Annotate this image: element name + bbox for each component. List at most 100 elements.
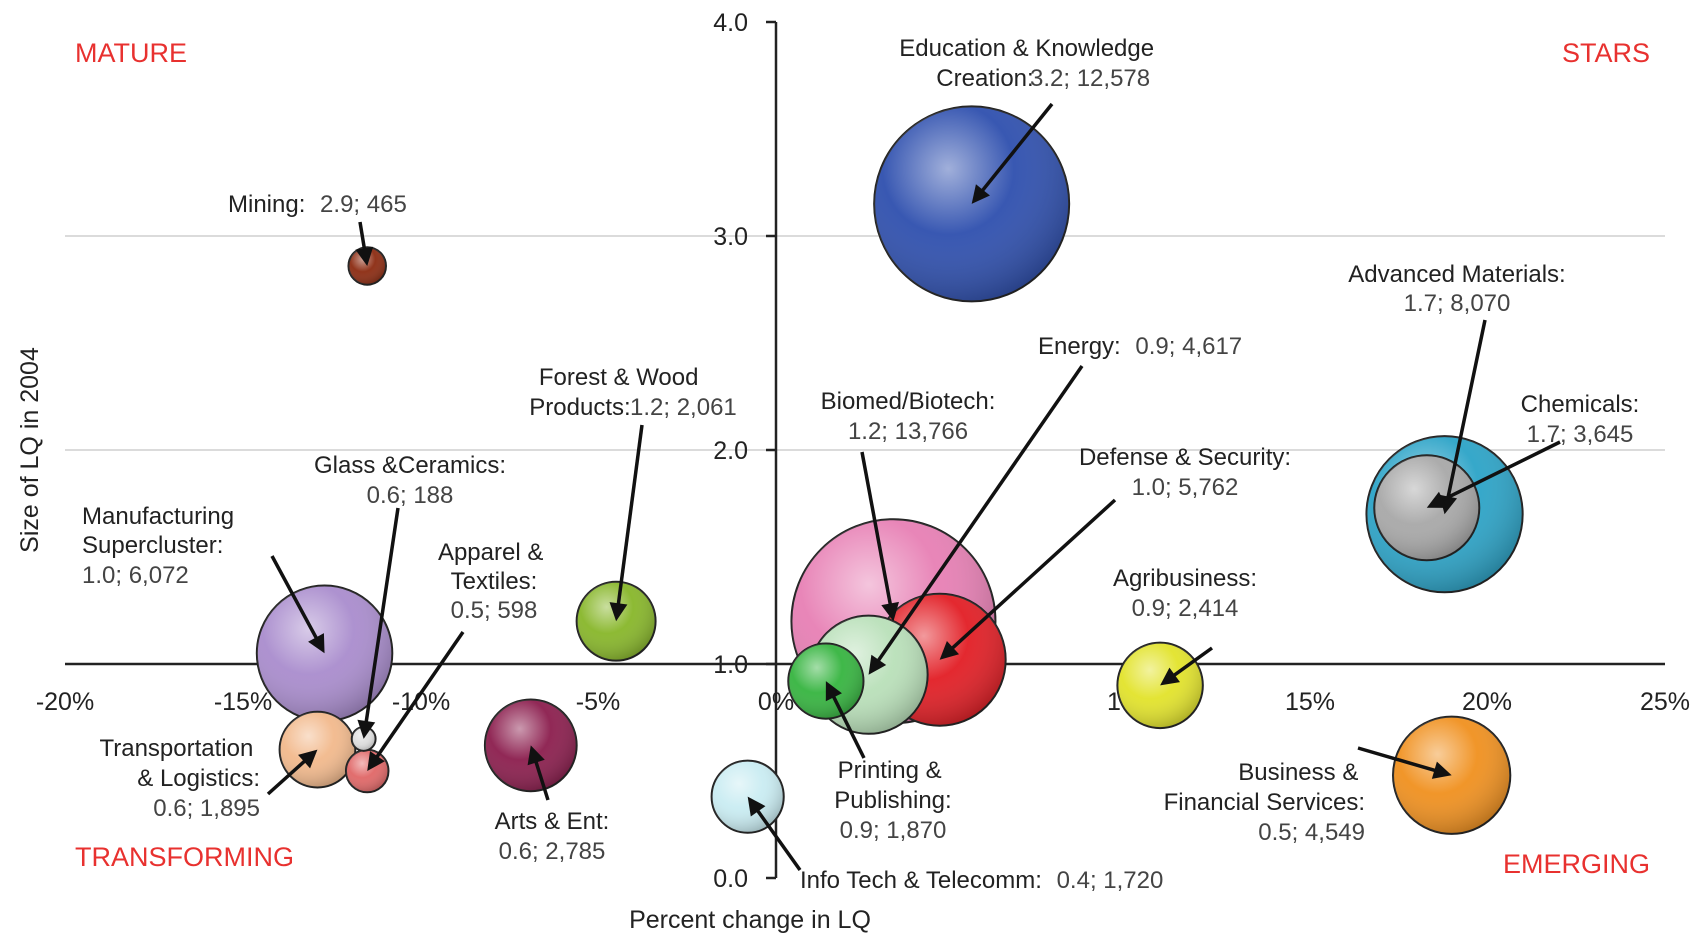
data-label-energy: Energy: 0.9; 4,617 [1038,333,1242,360]
arrow-defense-security [939,498,1117,660]
arrow-shaft [827,687,866,759]
arrow-shaft [270,555,323,648]
quadrant-label-transforming: TRANSFORMING [75,842,294,872]
arrow-shaft [370,631,465,766]
data-label-name: Publishing: [834,787,951,814]
arrow-mining [355,221,374,266]
arrow-shaft [1433,440,1561,506]
data-label-apparel-value: 0.5; 598 [451,597,538,624]
arrow-head [939,640,960,660]
data-label-value: 0.9; 4,617 [1135,333,1242,360]
data-label-apparel: Apparel & Textiles: [438,539,550,595]
arrow-glass-ceramics [357,507,400,739]
data-label-value: 1.0; 6,072 [82,562,189,589]
data-label-value: 1.0; 5,762 [1132,474,1239,501]
arrow-shaft [1357,746,1445,775]
data-label-value: 1.7; 8,070 [1404,290,1511,317]
data-label-manufacturing: Manufacturing Supercluster: [82,503,241,559]
y-tick-marks [766,20,776,880]
data-label-agribusiness: Agribusiness: [1113,565,1257,592]
data-label-forest: Forest & Wood Products: [529,364,705,421]
data-label-name: Creation: [936,65,1033,92]
arrow-head [825,681,842,702]
data-label-value: 0.9; 1,870 [840,817,947,844]
quadrant-label-emerging: EMERGING [1503,849,1650,879]
arrow-head [747,796,766,817]
data-label-mining: Mining: 2.9; 465 [228,191,407,218]
data-label-name: Mining: [228,191,305,218]
arrow-business-financial-services [1357,746,1452,779]
arrow-head [881,601,900,622]
arrow-head [527,745,545,766]
bubble-glass-ceramics [350,725,377,752]
data-label-glass: Glass &Ceramics: [314,452,506,479]
data-label-name: Supercluster: [82,532,223,559]
data-label-education: Education & Knowledge Creation: [899,35,1161,92]
data-label-value: 2.9; 465 [320,191,407,218]
x-tick-label: 20% [1462,688,1512,716]
y-tick-labels: 4.0 3.0 2.0 1.0 0.0 [713,9,748,893]
arrow-head [868,654,887,675]
data-label-biomed: Biomed/Biotech: [821,388,996,415]
data-label-biomed-value: 1.2; 13,766 [848,418,968,445]
data-label-name: Printing & [838,757,942,784]
arrow-info-tech-telecomm [747,796,802,872]
arrow-head [1431,761,1452,779]
data-label-arts: Arts & Ent: [495,808,610,835]
arrow-manufacturing-supercluster [270,555,325,654]
x-tick-label: 25% [1640,688,1690,716]
data-label-printing: Printing & Publishing: [834,757,951,814]
data-label-glass-value: 0.6; 188 [367,482,454,509]
arrow-chemicals [1426,440,1561,508]
x-tick-label: 0% [758,688,794,716]
gridlines [65,235,1665,451]
arrow-shaft [975,102,1054,199]
y-axis-title: Size of LQ in 2004 [16,347,44,553]
data-label-value: 1.2; 2,061 [630,394,737,421]
data-label-infotech: Info Tech & Telecomm: 0.4; 1,720 [800,867,1163,894]
data-label-defense-value: 1.0; 5,762 [1132,474,1239,501]
arrow-shaft [944,498,1117,656]
arrow-shaft [750,802,802,872]
data-label-value: 0.9; 2,414 [1132,595,1239,622]
quadrant-label-mature: MATURE [75,38,187,68]
arrow-head [971,184,990,204]
x-tick-label: -15% [214,688,272,716]
arrow-shaft [363,507,400,732]
x-tick-label: 15% [1285,688,1335,716]
data-label-transportation: Transportation & Logistics: [99,735,260,792]
data-label-name: Manufacturing [82,503,234,530]
data-label-agribusiness-value: 0.9; 2,414 [1132,595,1239,622]
y-tick-label: 4.0 [713,9,748,37]
data-label-name: Energy: [1038,333,1121,360]
x-axis-title: Percent change in LQ [629,906,871,933]
data-label-name: Education & Knowledge [899,35,1154,62]
arrow-head [1426,491,1447,508]
arrow-energy [868,365,1084,675]
data-label-chemicals: Chemicals: [1521,391,1640,418]
x-tick-label: -5% [576,688,620,716]
quadrant-label-stars: STARS [1562,38,1650,68]
leader-arrows [266,102,1561,872]
data-label-arts-value: 0.6; 2,785 [499,838,606,865]
arrow-head [357,719,376,739]
arrow-head [355,246,374,266]
data-label-value: 1.7; 3,645 [1527,421,1634,448]
arrow-agribusiness [1160,646,1214,686]
arrow-forest-wood-products [609,424,644,622]
arrow-head [367,751,385,771]
bubble-chemicals [1373,454,1481,562]
data-label-name: Forest & Wood [539,364,699,391]
bubble-shading [256,585,393,722]
data-label-value: 0.6; 2,785 [499,838,606,865]
arrow-head [298,749,318,769]
data-label-name: Textiles: [451,568,538,595]
bubble-manufacturing-supercluster [255,584,394,723]
y-tick-label: 2.0 [713,437,748,465]
data-label-advanced-materials: Advanced Materials: [1348,261,1565,288]
data-label-name: Products: [529,394,630,421]
arrow-arts-ent [527,745,550,801]
arrow-head [1160,667,1180,686]
data-label-defense: Defense & Security: [1079,444,1291,471]
